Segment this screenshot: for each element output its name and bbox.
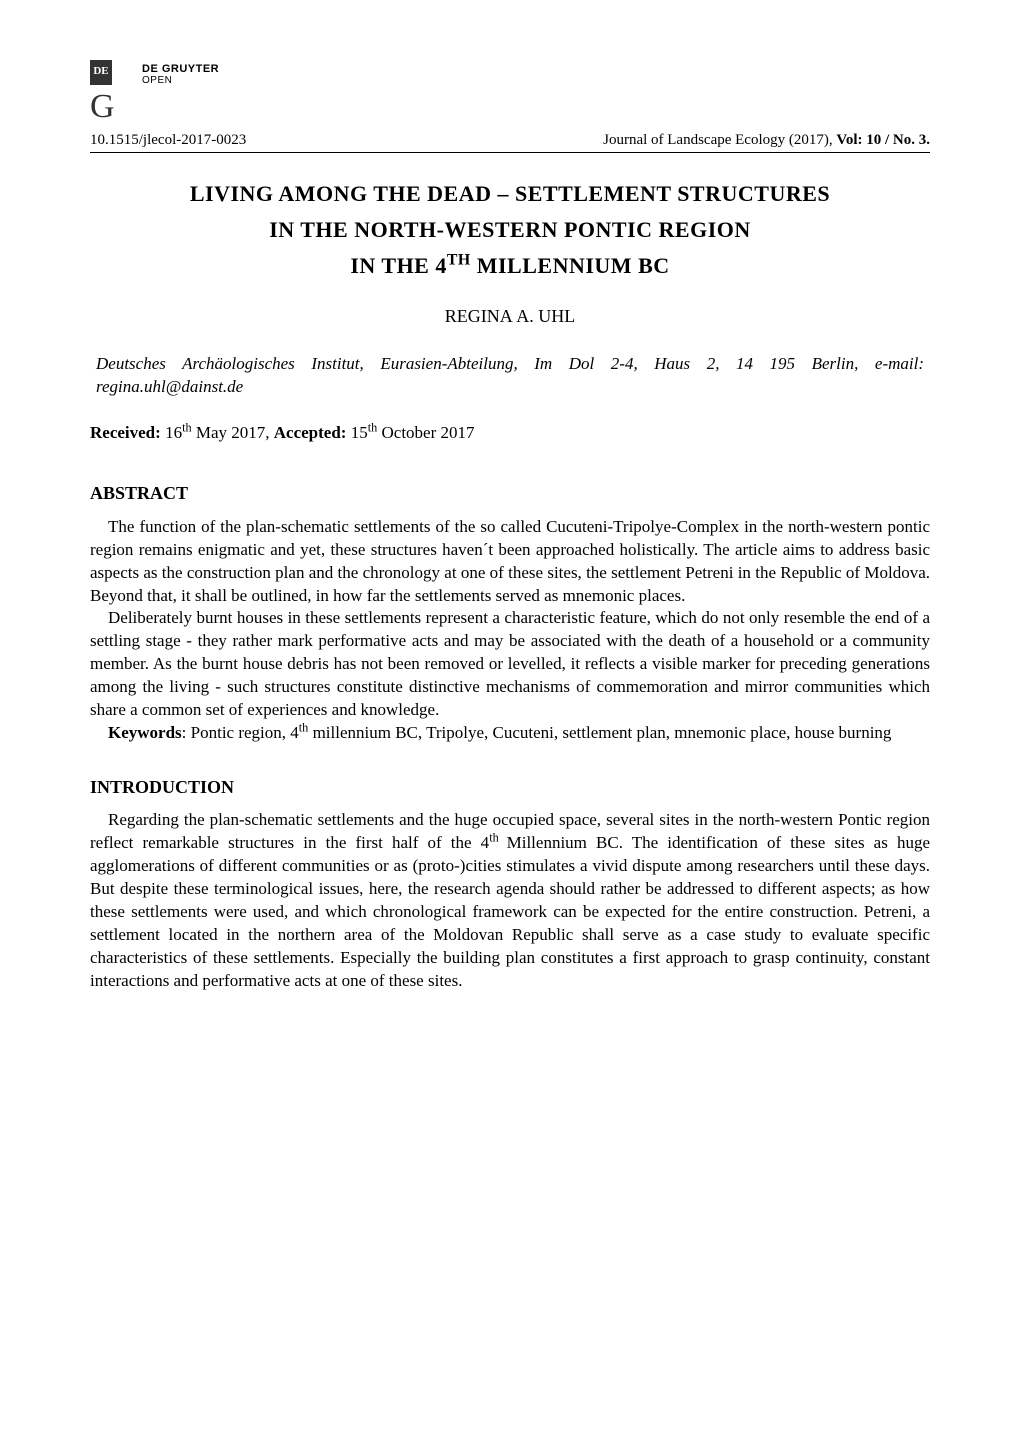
article-title-line2: IN THE NORTH-WESTERN PONTIC REGION: [90, 215, 930, 245]
journal-volume: Vol: 10 / No. 3.: [836, 132, 930, 148]
received-pre: 16: [161, 423, 182, 442]
keywords-line: Keywords: Pontic region, 4th millennium …: [90, 722, 930, 745]
keywords-post: millennium BC, Tripolye, Cucuteni, settl…: [308, 723, 891, 742]
accepted-pre: 15: [346, 423, 367, 442]
introduction-heading: INTRODUCTION: [90, 775, 930, 799]
doi: 10.1515/jlecol-2017-0023: [90, 130, 246, 150]
logo-g-letter: G: [90, 84, 115, 130]
abstract-paragraph-2: Deliberately burnt houses in these settl…: [90, 607, 930, 722]
received-sup: th: [182, 421, 192, 435]
abstract-heading: ABSTRACT: [90, 481, 930, 505]
received-post: May 2017,: [192, 423, 274, 442]
title-line3-sup: TH: [447, 251, 471, 268]
accepted-post: October 2017: [377, 423, 474, 442]
article-title-line1: LIVING AMONG THE DEAD – SETTLEMENT STRUC…: [90, 179, 930, 209]
keywords-pre: : Pontic region, 4: [182, 723, 299, 742]
accepted-sup: th: [368, 421, 378, 435]
title-line3-post: MILLENNIUM BC: [471, 253, 670, 278]
received-label: Received:: [90, 423, 161, 442]
keywords-sup: th: [299, 721, 309, 735]
abstract-section: ABSTRACT The function of the plan-schema…: [90, 481, 930, 745]
journal-prefix: Journal of Landscape Ecology (2017),: [603, 132, 836, 148]
abstract-paragraph-1: The function of the plan-schematic settl…: [90, 516, 930, 608]
intro-p1-sup: th: [489, 831, 506, 845]
introduction-section: INTRODUCTION Regarding the plan-schemati…: [90, 775, 930, 993]
author-first-initial: R: [445, 306, 457, 326]
abstract-heading-rest: BSTRACT: [103, 483, 188, 503]
publisher-open-label: OPEN: [142, 74, 172, 88]
publisher-block: DE G DE GRUYTER OPEN: [90, 60, 930, 124]
keywords-label: Keywords: [108, 723, 182, 742]
abstract-heading-initial: A: [90, 483, 103, 503]
introduction-heading-initial: I: [90, 777, 97, 797]
article-title-line3: IN THE 4TH MILLENNIUM BC: [90, 251, 930, 281]
author-first-rest: EGINA: [457, 306, 513, 326]
introduction-paragraph-1: Regarding the plan-schematic settlements…: [90, 809, 930, 993]
introduction-heading-rest: NTRODUCTION: [97, 777, 234, 797]
author-middle: A.: [513, 306, 539, 326]
intro-p1-post: Millennium BC. The identification of the…: [90, 833, 930, 990]
dates-line: Received: 16th May 2017, Accepted: 15th …: [90, 422, 930, 445]
header-line: 10.1515/jlecol-2017-0023 Journal of Land…: [90, 130, 930, 153]
logo-de-box: DE: [90, 60, 112, 82]
author-affiliation: Deutsches Archäologisches Institut, Eura…: [96, 353, 924, 399]
accepted-label: Accepted:: [274, 423, 347, 442]
author-name: REGINA A. UHL: [90, 304, 930, 328]
author-last-rest: HL: [551, 306, 575, 326]
author-last-initial: U: [538, 306, 551, 326]
publisher-logo: DE G: [90, 60, 138, 120]
journal-info: Journal of Landscape Ecology (2017), Vol…: [603, 130, 930, 150]
title-line3-pre: IN THE 4: [350, 253, 447, 278]
